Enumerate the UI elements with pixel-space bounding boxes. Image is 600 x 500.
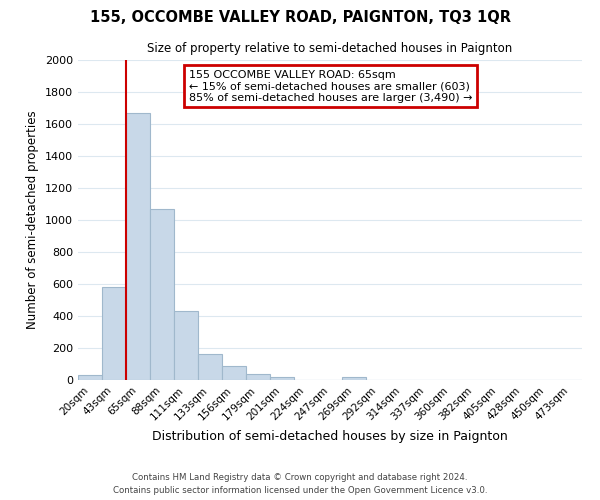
- X-axis label: Distribution of semi-detached houses by size in Paignton: Distribution of semi-detached houses by …: [152, 430, 508, 443]
- Bar: [342, 377, 366, 380]
- Bar: [222, 366, 246, 380]
- Bar: [78, 375, 102, 380]
- Bar: [174, 311, 198, 380]
- Y-axis label: Number of semi-detached properties: Number of semi-detached properties: [26, 110, 40, 330]
- Text: 155, OCCOMBE VALLEY ROAD, PAIGNTON, TQ3 1QR: 155, OCCOMBE VALLEY ROAD, PAIGNTON, TQ3 …: [89, 10, 511, 25]
- Bar: [150, 209, 174, 380]
- Bar: [102, 287, 126, 380]
- Bar: [246, 374, 270, 380]
- Bar: [270, 377, 294, 380]
- Title: Size of property relative to semi-detached houses in Paignton: Size of property relative to semi-detach…: [148, 42, 512, 54]
- Bar: [126, 113, 150, 380]
- Bar: [198, 354, 222, 380]
- Text: 155 OCCOMBE VALLEY ROAD: 65sqm
← 15% of semi-detached houses are smaller (603)
8: 155 OCCOMBE VALLEY ROAD: 65sqm ← 15% of …: [189, 70, 472, 103]
- Text: Contains HM Land Registry data © Crown copyright and database right 2024.
Contai: Contains HM Land Registry data © Crown c…: [113, 474, 487, 495]
